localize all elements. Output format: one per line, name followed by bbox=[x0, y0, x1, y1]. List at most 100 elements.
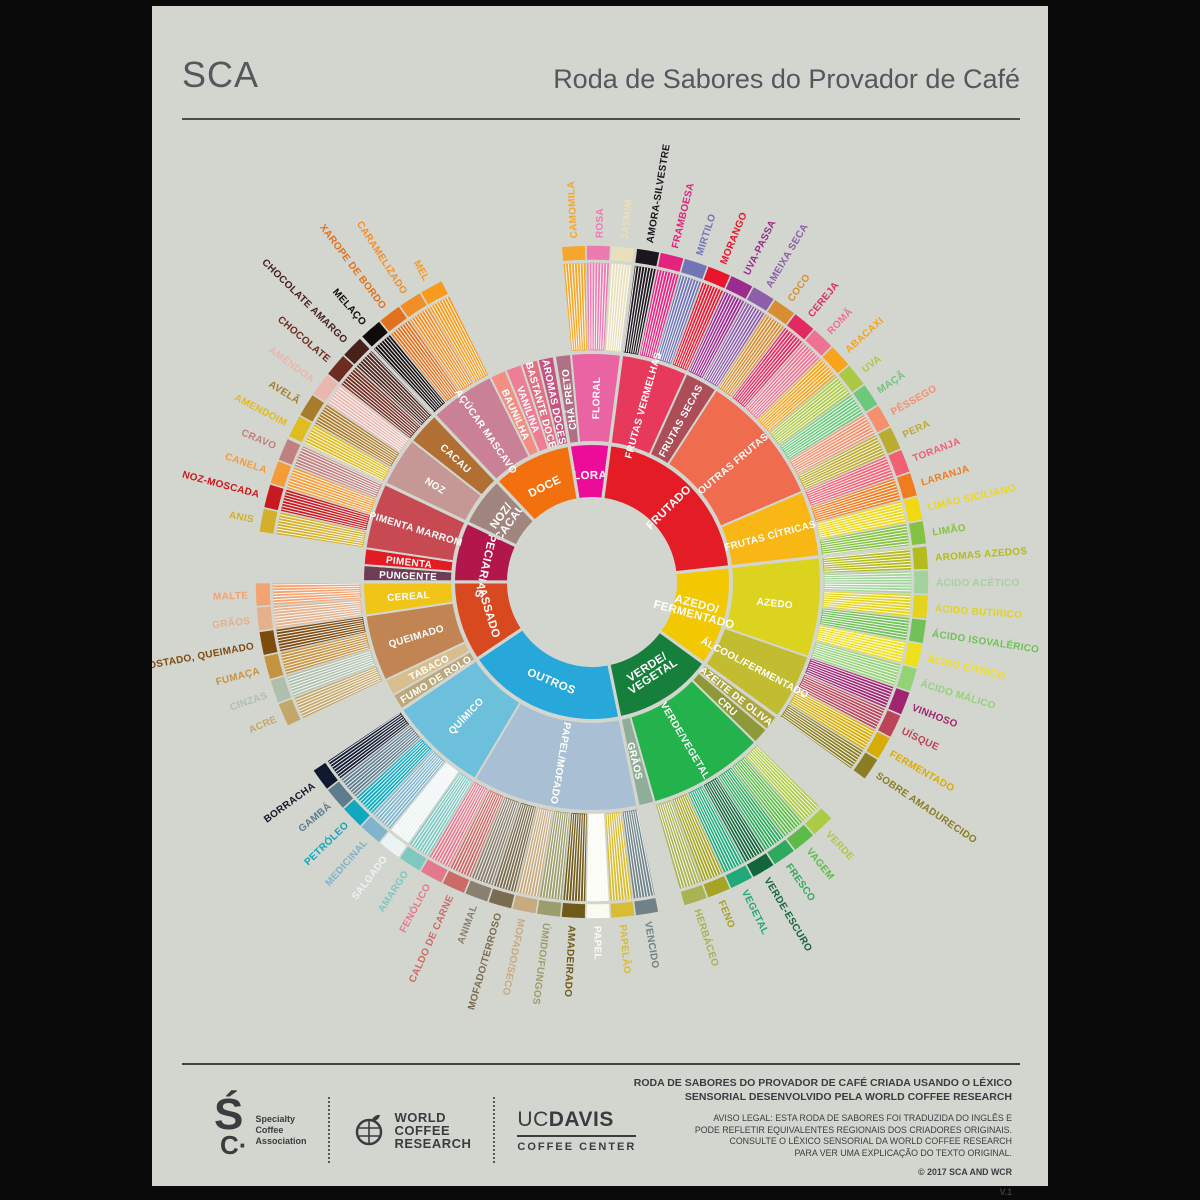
legal-text: AVISO LEGAL: ESTA RODA DE SABORES FOI TR… bbox=[694, 1113, 1012, 1158]
footer-rule bbox=[182, 1063, 1020, 1065]
category-separator bbox=[534, 247, 580, 500]
label-laranja: LARANJA bbox=[920, 464, 971, 489]
stripes-camomila bbox=[564, 263, 587, 351]
sca-wordmark: SCA bbox=[182, 54, 260, 95]
stripes-herbaceo bbox=[657, 800, 700, 889]
label-cereal: CEREAL bbox=[387, 590, 431, 604]
stripes-vinhoso bbox=[806, 659, 893, 706]
ucdavis-logo-text: UCDAVIS bbox=[517, 1108, 637, 1137]
cap-papelao bbox=[608, 899, 637, 920]
wcr-logo: WORLD COFFEE RESEARCH bbox=[330, 1111, 493, 1150]
stripes-maca bbox=[781, 396, 862, 459]
stripes-borracha bbox=[328, 712, 409, 778]
label-verde: VERDE bbox=[823, 829, 856, 863]
label-cravo: CRAVO bbox=[239, 428, 277, 453]
stripes-laranja bbox=[812, 480, 900, 522]
label-anis: ANIS bbox=[228, 510, 255, 525]
stripes-petroleo bbox=[357, 739, 432, 813]
label-mofado-seco: MOFADO/SECO bbox=[500, 917, 527, 996]
stripes-amora-silvestre bbox=[623, 266, 655, 355]
stripes-acre bbox=[295, 667, 382, 717]
stripes-fermentado bbox=[790, 690, 874, 748]
label-vegetal: VEGETAL bbox=[739, 888, 770, 936]
cap-herbaceo bbox=[678, 882, 709, 908]
copyright-text: © 2017 SCA AND WCR bbox=[918, 1167, 1012, 1177]
label-amadeirado: AMADEIRADO bbox=[562, 925, 577, 997]
cap-aromas-azedos bbox=[910, 543, 930, 572]
cap-papel bbox=[584, 902, 612, 920]
label-acido-isovalerico: ÁCIDO ISOVALÉRICO bbox=[931, 627, 1040, 656]
stripes-melaco bbox=[374, 336, 444, 412]
cap-camomila bbox=[560, 244, 588, 263]
label-vencido: VENCIDO bbox=[642, 921, 661, 970]
label-abacaxi: ABACAXI bbox=[844, 315, 887, 355]
label-fumaca: FUMAÇA bbox=[215, 666, 261, 688]
stripes-sobre-amadurecido bbox=[780, 705, 862, 768]
label-mel: MEL bbox=[411, 259, 431, 284]
cap-graos bbox=[255, 604, 275, 633]
stripes-caldo-de-carne bbox=[451, 790, 503, 877]
category-separator bbox=[658, 630, 868, 783]
category-separator bbox=[285, 434, 517, 548]
stripes-pera bbox=[798, 436, 885, 489]
stripes-coco bbox=[719, 315, 783, 396]
label-toranja: TORANJA bbox=[911, 436, 962, 464]
credit-text: RODA DE SABORES DO PROVADOR DE CAFÉ CRIA… bbox=[633, 1077, 1012, 1103]
header-rule bbox=[182, 118, 1020, 120]
wcr-logo-text: WORLD COFFEE RESEARCH bbox=[394, 1109, 472, 1151]
stripes-umido-fungos bbox=[541, 811, 569, 900]
stripes-ameixa-seca bbox=[704, 303, 763, 386]
label-rosa: ROSA bbox=[595, 208, 607, 238]
stripes-jasmim bbox=[606, 263, 631, 352]
label-amora-silvestre: AMORA-SILVESTRE bbox=[645, 143, 673, 244]
label-papelao: PAPELÃO bbox=[617, 924, 635, 975]
label-canela: CANELA bbox=[224, 451, 269, 476]
label-azedo: AZEDO bbox=[756, 596, 793, 611]
stripes-chocolate-amargo bbox=[357, 351, 432, 425]
cap-jasmim bbox=[609, 244, 637, 265]
stripes-fumaca bbox=[281, 634, 370, 673]
category-separator bbox=[675, 543, 930, 575]
label-fresco: FRESCO bbox=[783, 862, 817, 904]
logo-separator bbox=[493, 1097, 496, 1163]
label-uva: UVA bbox=[860, 354, 884, 376]
stripes-uva-passa bbox=[689, 292, 743, 378]
stripes-verde bbox=[746, 746, 818, 821]
label-coco: COCO bbox=[786, 272, 813, 304]
stripes-amadeirado bbox=[564, 813, 587, 901]
label-herbaceo: HERBÁCEO bbox=[691, 907, 722, 968]
stripes-mel bbox=[431, 297, 487, 382]
stripes-feno bbox=[673, 794, 722, 881]
label-maca: MAÇÃ bbox=[874, 368, 907, 396]
stripes-salgado bbox=[392, 763, 458, 843]
cap-tostado-queimado bbox=[257, 628, 280, 657]
page-title: Roda de Sabores do Provador de Café bbox=[553, 64, 1020, 94]
stripes-amargo bbox=[411, 773, 472, 856]
label-tostado-queimado: TOSTADO, QUEIMADO bbox=[152, 641, 255, 673]
label-vinhoso: VINHOSO bbox=[910, 703, 959, 731]
label-acido-butirico: ÁCIDO BUTÍRICO bbox=[934, 602, 1022, 622]
label-umido-fungos: ÚMIDO/FUNGOS bbox=[530, 922, 554, 1006]
stripes-tostado-queimado bbox=[276, 617, 365, 650]
sca-logo-icon: Ś C· bbox=[214, 1090, 248, 1161]
stripes-mirtilo bbox=[657, 275, 700, 364]
stripes-framboesa bbox=[640, 270, 678, 358]
label-avela: AVELÃ bbox=[266, 377, 302, 406]
stripes-acido-isovalerico bbox=[820, 609, 909, 639]
label-limao: LIMÃO bbox=[931, 521, 966, 539]
stripes-canela bbox=[287, 469, 375, 513]
cap-amora-silvestre bbox=[632, 246, 662, 269]
label-uisque: UÍSQUE bbox=[900, 724, 942, 753]
stripes-acido-malico bbox=[812, 643, 900, 684]
category-separator bbox=[309, 627, 524, 773]
stripes-animal bbox=[473, 797, 519, 885]
stripes-medicinal bbox=[374, 752, 444, 828]
cap-mel bbox=[418, 279, 450, 307]
label-limao-siciliano: LIMÃO SICILIANO bbox=[926, 481, 1017, 513]
stripes-caramelizado bbox=[411, 308, 472, 391]
label-aromas-azedos: AROMAS AZEDOS bbox=[935, 546, 1028, 564]
label-camomila: CAMOMILA bbox=[566, 181, 580, 239]
cap-acido-acetico bbox=[912, 568, 930, 596]
version-text: V.1 bbox=[999, 1187, 1012, 1197]
